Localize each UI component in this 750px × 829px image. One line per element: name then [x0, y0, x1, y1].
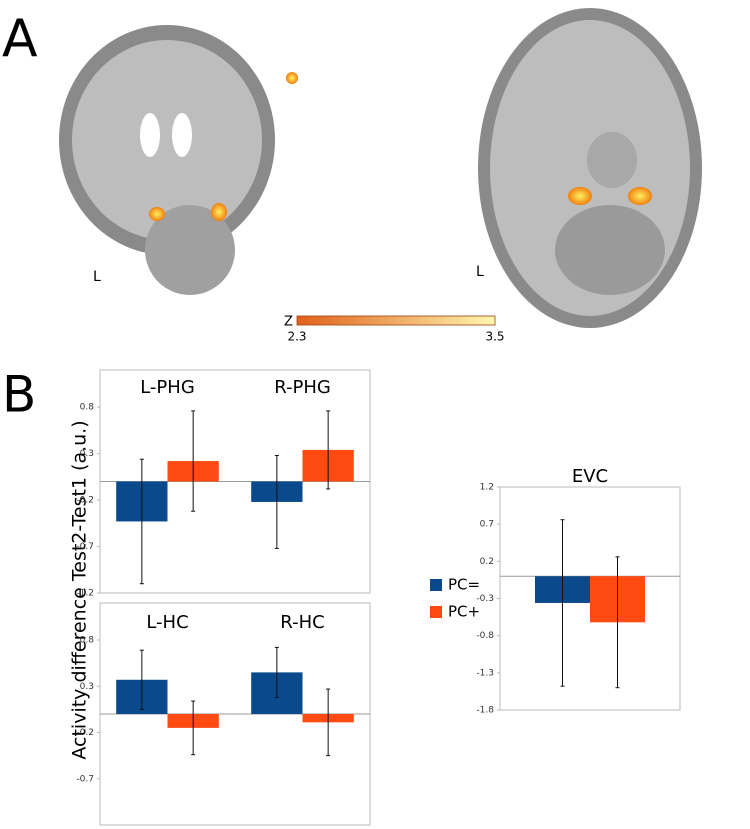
y-tick-label: -0.2	[76, 728, 94, 738]
category-title: EVC	[572, 466, 608, 487]
legend-swatch	[430, 579, 442, 591]
y-axis-label: Activity difference Test2-Test1 (a.u.)	[69, 420, 91, 759]
y-tick-label: 0.3	[80, 449, 94, 459]
colorbar-tick-label: 2.3	[287, 330, 306, 344]
colorbar-label: Z	[284, 315, 293, 330]
category-title: L-PHG	[140, 377, 195, 398]
y-tick-label: 0.8	[80, 403, 95, 413]
y-tick-label: -0.7	[76, 774, 94, 784]
y-tick-label: 0.8	[80, 636, 95, 646]
category-title: R-HC	[280, 612, 324, 633]
y-tick-label: 1.2	[480, 483, 494, 493]
y-tick-label: 0.2	[480, 557, 494, 567]
coronal-brain	[59, 25, 298, 295]
y-tick-label: -1.3	[476, 668, 494, 678]
category-title: R-PHG	[274, 377, 331, 398]
orientation-label: L	[476, 264, 484, 280]
y-tick-label: -1.2	[76, 589, 94, 599]
orientation-label: L	[93, 269, 101, 285]
colorbar	[296, 315, 496, 326]
category-title: L-HC	[146, 612, 188, 633]
colorbar-tick-label: 3.5	[485, 330, 504, 344]
y-tick-label: 0.3	[80, 682, 94, 692]
panel-label: B	[2, 366, 36, 424]
y-tick-label: -0.2	[76, 496, 94, 506]
legend-label: PC+	[448, 603, 480, 621]
panel-label: A	[2, 9, 38, 69]
legend-label: PC=	[448, 576, 480, 594]
y-tick-label: -0.3	[476, 594, 494, 604]
y-tick-label: -0.8	[476, 631, 494, 641]
y-tick-label: 0.7	[480, 520, 494, 530]
axial-brain	[478, 8, 702, 328]
y-tick-label: -1.8	[476, 706, 494, 716]
legend-swatch	[430, 606, 442, 618]
y-tick-label: -0.7	[76, 542, 94, 552]
